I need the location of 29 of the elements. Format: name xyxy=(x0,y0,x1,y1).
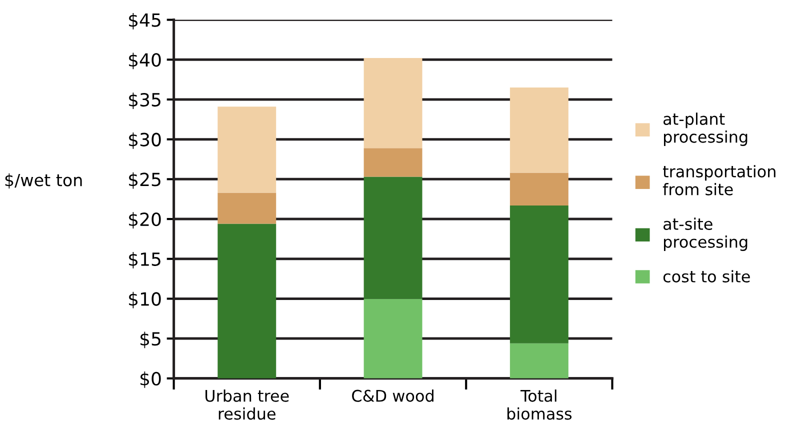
y-tick-label: $45 xyxy=(129,12,160,30)
bar xyxy=(510,172,568,206)
legend-label: at-plant processing xyxy=(664,112,748,146)
bar xyxy=(364,148,422,177)
y-tick-label: $40 xyxy=(129,52,161,70)
x-tick-label: Total biomass xyxy=(507,390,572,420)
y-axis-title: $/wet ton xyxy=(5,173,82,189)
bar xyxy=(218,106,276,193)
y-tick-label: $5 xyxy=(140,332,160,348)
legend-label: cost to site xyxy=(663,270,750,282)
bar xyxy=(364,58,422,148)
bar xyxy=(364,176,422,299)
bar xyxy=(510,88,568,173)
y-tick-label: $30 xyxy=(129,132,161,149)
x-tick-label: C&D wood xyxy=(352,390,434,402)
legend-label: at-site processing xyxy=(664,218,748,251)
y-tick-label: $10 xyxy=(129,292,161,308)
bar xyxy=(218,224,276,378)
bar xyxy=(510,343,568,378)
y-tick-label: $25 xyxy=(129,172,160,189)
y-tick-label: $15 xyxy=(129,252,160,268)
y-tick-label: $35 xyxy=(129,92,160,110)
legend-label: transportation from site xyxy=(662,165,776,196)
bar xyxy=(364,298,422,378)
y-tick-label: $0 xyxy=(140,372,161,388)
bar xyxy=(218,192,276,224)
y-tick-label: $20 xyxy=(129,212,161,229)
bar xyxy=(510,205,568,344)
x-tick-label: Urban tree residue xyxy=(206,390,289,420)
